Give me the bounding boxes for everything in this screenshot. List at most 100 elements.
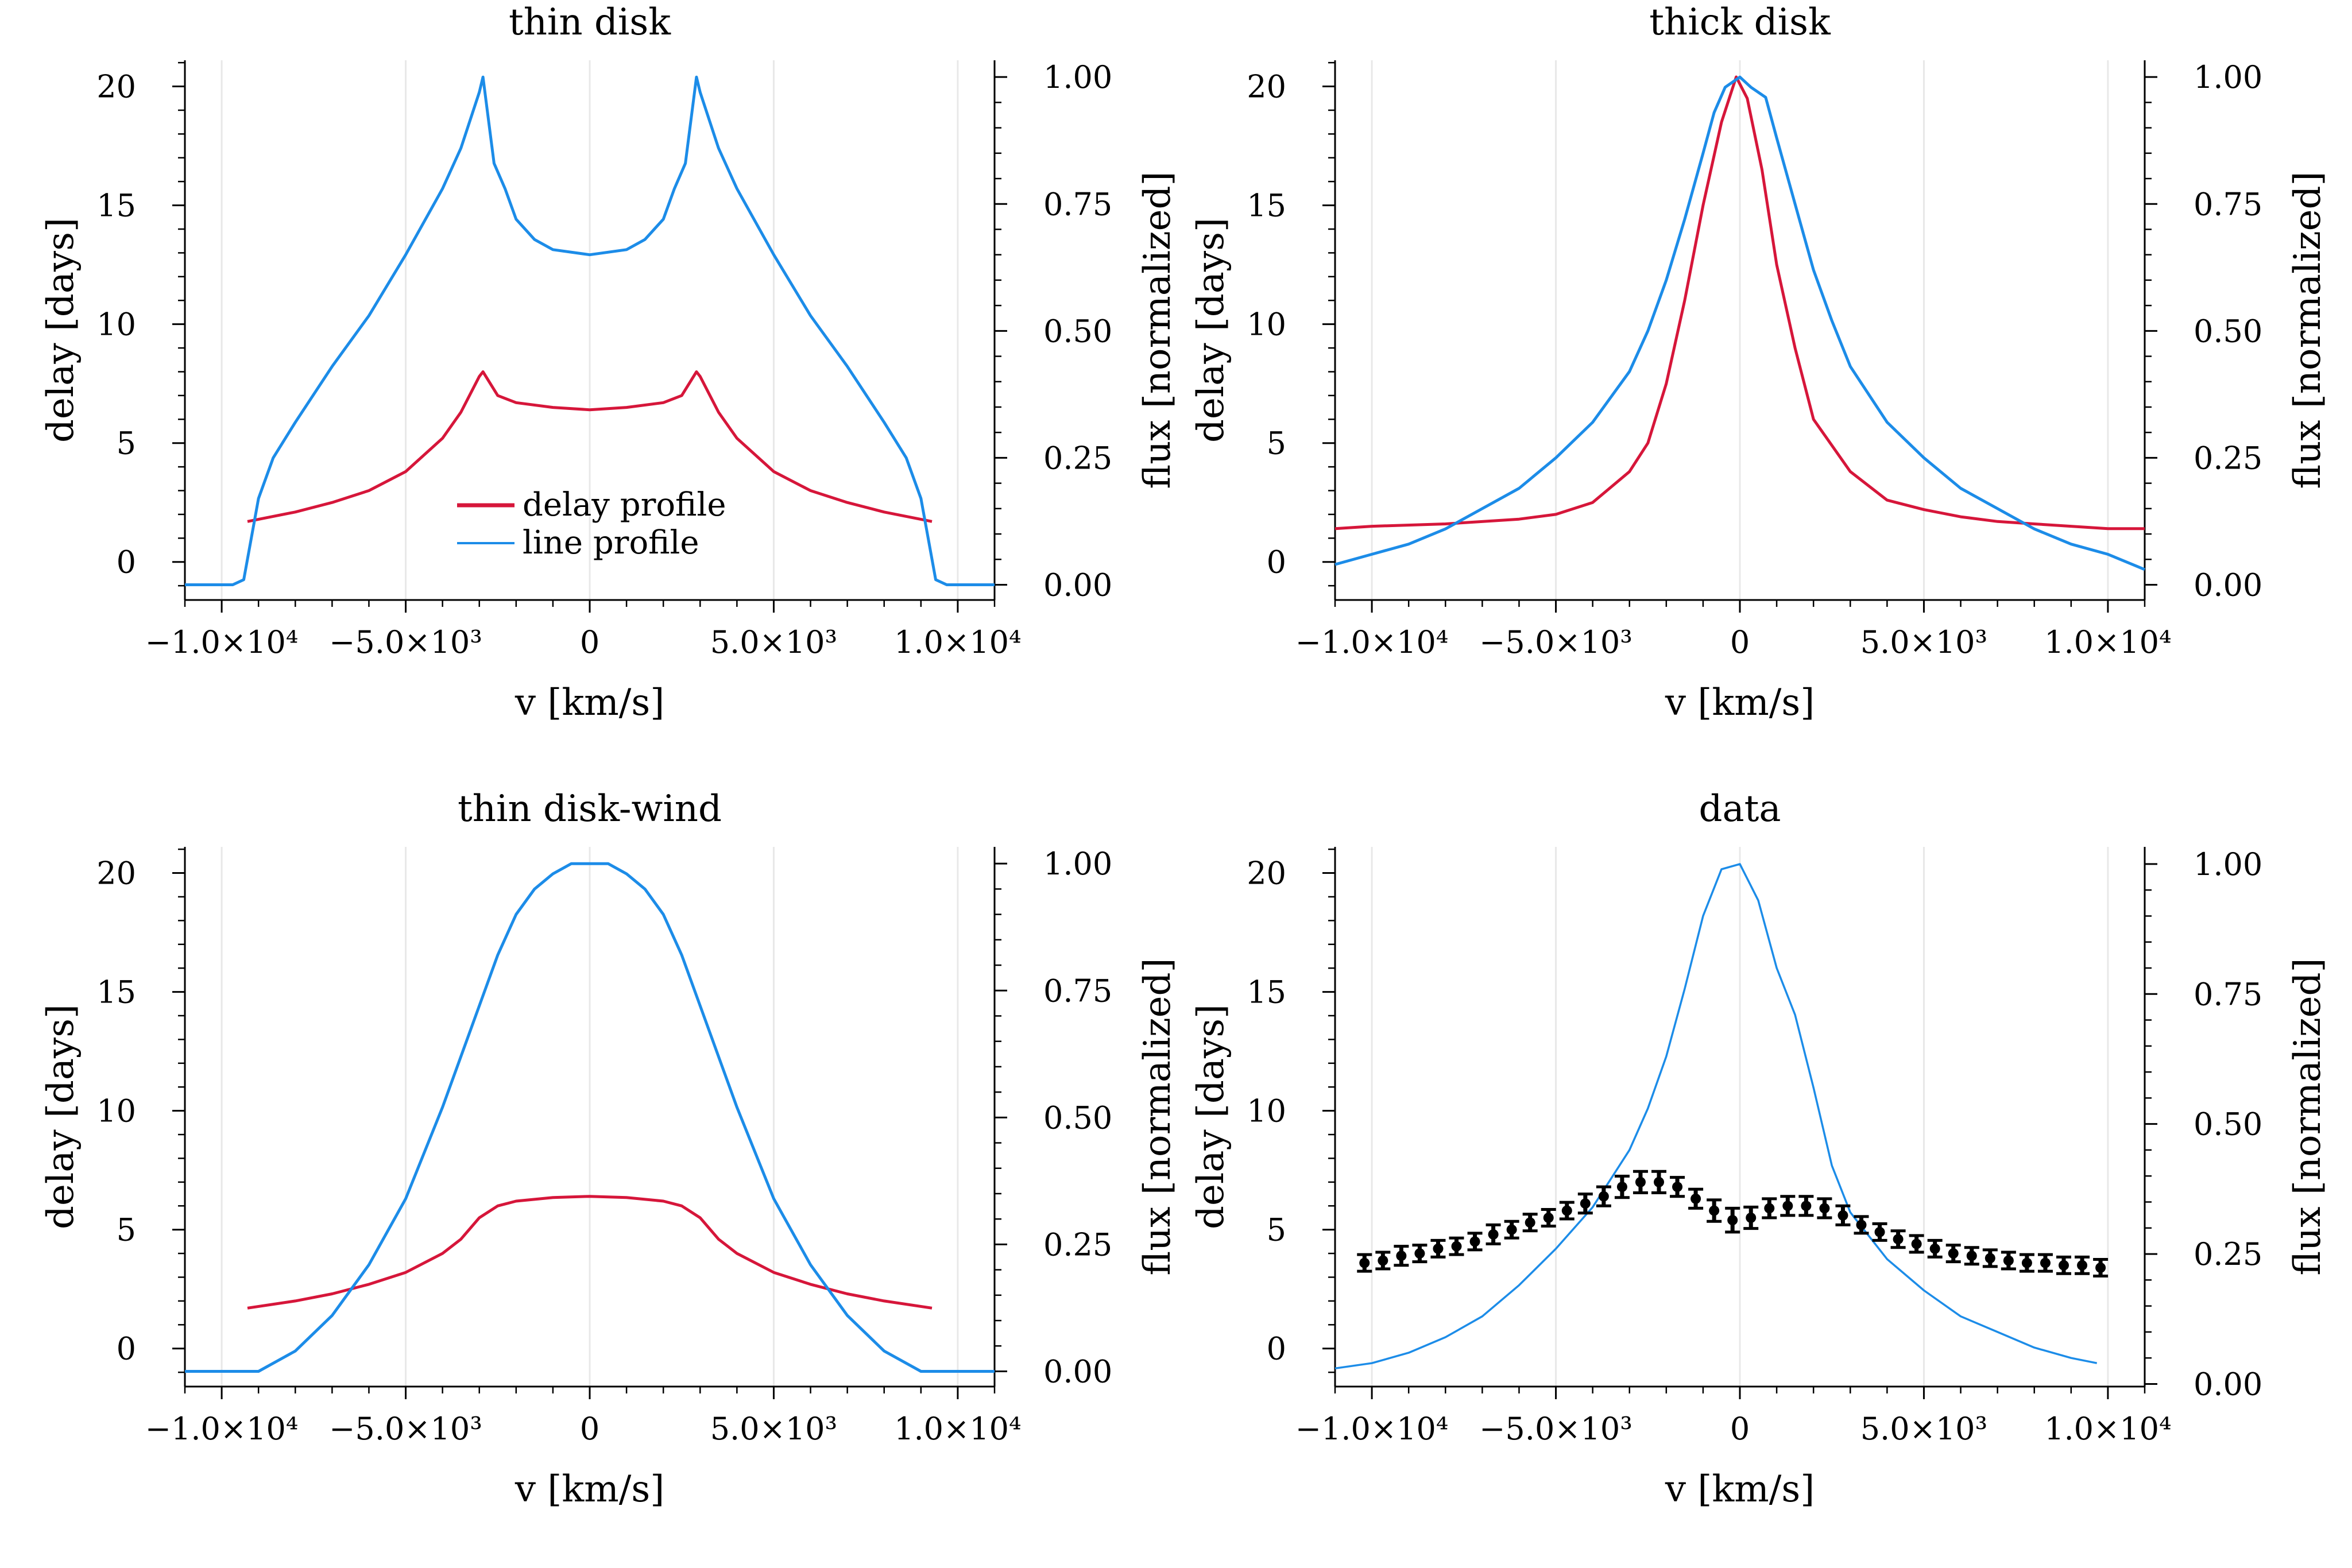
left-y-tick-label: 15 <box>96 974 136 1011</box>
right-y-axis-label: flux [normalized] <box>1136 958 1179 1276</box>
left-y-tick-label: 0 <box>117 1331 136 1367</box>
data-point <box>1984 1253 1995 1264</box>
data-point <box>1451 1241 1462 1252</box>
left-y-tick-label: 20 <box>96 855 136 892</box>
x-tick-label: 0 <box>1730 1411 1750 1447</box>
x-tick-label: −5.0×10³ <box>1479 1411 1633 1447</box>
left-y-tick-label: 15 <box>96 188 136 224</box>
panel-2: −1.0×10⁴ −5.0×10³ 0 5.0×10³ 1.0×10⁴ 0 5 10 15 20 0… <box>1190 1 2329 724</box>
data-point <box>1654 1176 1664 1187</box>
right-y-tick-label: 0.25 <box>1043 1226 1112 1263</box>
left-y-tick-label: 15 <box>1247 188 1286 224</box>
data-point <box>2040 1257 2051 1268</box>
left-y-tick-label: 5 <box>117 1212 136 1248</box>
x-tick-label: −1.0×10⁴ <box>145 1411 299 1447</box>
data-point <box>1819 1203 1830 1214</box>
data-point <box>1506 1224 1517 1235</box>
right-y-tick-label: 0.25 <box>2194 1236 2262 1272</box>
data-point <box>1874 1226 1885 1237</box>
left-y-tick-label: 0 <box>1267 544 1286 580</box>
right-y-tick-label: 0.50 <box>2194 313 2262 349</box>
line-profile-line <box>1334 863 2098 1370</box>
data-point <box>1764 1203 1775 1214</box>
data-point <box>1359 1257 1370 1268</box>
left-y-tick-label: 0 <box>1267 1331 1286 1367</box>
left-y-tick-label: 5 <box>1267 1212 1286 1248</box>
x-axis-label: v [km/s] <box>514 1468 664 1511</box>
right-y-tick-label: 1.00 <box>1043 59 1112 95</box>
left-y-tick-label: 20 <box>1247 855 1286 892</box>
data-point <box>1598 1191 1609 1202</box>
data-point <box>1561 1205 1572 1216</box>
right-y-tick-label: 0.75 <box>1043 186 1112 222</box>
x-tick-label: 5.0×10³ <box>710 1411 837 1447</box>
panel-title: thick disk <box>1649 1 1831 44</box>
x-tick-label: −5.0×10³ <box>329 1411 482 1447</box>
left-y-tick-label: 10 <box>96 1093 136 1129</box>
data-point <box>1709 1205 1720 1216</box>
data-point <box>1948 1248 1959 1259</box>
data-point <box>1782 1201 1793 1211</box>
right-y-tick-label: 0.25 <box>2194 440 2262 476</box>
left-y-axis-label: delay [days] <box>40 218 82 443</box>
line-profile-line <box>1334 75 2145 571</box>
left-y-tick-label: 15 <box>1247 974 1286 1011</box>
right-y-tick-label: 0.50 <box>1043 313 1112 349</box>
right-y-tick-label: 1.00 <box>1043 846 1112 882</box>
delay-data-points <box>1357 1170 2109 1277</box>
data-point <box>1690 1193 1701 1204</box>
right-y-axis-label: flux [normalized] <box>2287 958 2329 1276</box>
panel-3: −1.0×10⁴ −5.0×10³ 0 5.0×10³ 1.0×10⁴ 0 5 10 15 20 0… <box>40 788 1179 1511</box>
line-profile-line <box>185 862 995 1373</box>
x-tick-label: −1.0×10⁴ <box>1295 624 1449 660</box>
data-point <box>1396 1250 1407 1261</box>
data-point <box>1856 1219 1867 1230</box>
right-y-tick-label: 0.75 <box>2194 186 2262 222</box>
data-point <box>1580 1198 1591 1209</box>
x-tick-label: 0 <box>580 1411 599 1447</box>
data-point <box>1929 1243 1940 1254</box>
legend-delay-label: delay profile <box>523 486 726 524</box>
right-y-axis-label: flux [normalized] <box>2287 172 2329 489</box>
left-y-tick-label: 10 <box>96 307 136 343</box>
x-axis-label: v [km/s] <box>1665 1468 1815 1511</box>
x-tick-label: 1.0×10⁴ <box>2044 624 2171 660</box>
right-y-tick-label: 0.75 <box>1043 973 1112 1009</box>
right-y-tick-label: 0.25 <box>1043 440 1112 476</box>
data-point <box>2021 1257 2032 1268</box>
data-point <box>1746 1212 1757 1223</box>
data-point <box>1616 1182 1627 1193</box>
right-y-tick-label: 0.75 <box>2194 976 2262 1012</box>
legend-line-label: line profile <box>523 524 699 562</box>
data-point <box>1635 1176 1646 1187</box>
left-y-tick-label: 0 <box>117 544 136 580</box>
delay-profile-line <box>1334 75 2145 531</box>
x-tick-label: −5.0×10³ <box>1479 624 1633 660</box>
x-axis-label: v [km/s] <box>1665 682 1815 724</box>
x-tick-label: 1.0×10⁴ <box>894 624 1021 660</box>
right-y-tick-label: 1.00 <box>2194 59 2262 95</box>
x-tick-label: 1.0×10⁴ <box>2044 1411 2171 1447</box>
data-point <box>1672 1182 1683 1193</box>
left-y-tick-label: 10 <box>1247 1093 1286 1129</box>
right-y-tick-label: 0.00 <box>1043 567 1112 603</box>
left-y-axis-label: delay [days] <box>40 1004 82 1229</box>
delay-profile-line <box>247 370 933 523</box>
right-y-tick-label: 0.50 <box>2194 1106 2262 1143</box>
data-point <box>2077 1260 2088 1271</box>
x-tick-label: −1.0×10⁴ <box>145 624 299 660</box>
panel-title: thin disk-wind <box>458 788 722 830</box>
right-y-axis-label: flux [normalized] <box>1136 172 1179 489</box>
x-tick-label: 1.0×10⁴ <box>894 1411 1021 1447</box>
data-point <box>1378 1255 1388 1266</box>
left-y-tick-label: 5 <box>1267 425 1286 462</box>
right-y-tick-label: 0.00 <box>2194 567 2262 603</box>
x-tick-label: −1.0×10⁴ <box>1295 1411 1449 1447</box>
x-tick-label: 5.0×10³ <box>1860 624 1987 660</box>
right-y-tick-label: 0.00 <box>2194 1366 2262 1402</box>
data-point <box>1469 1236 1480 1247</box>
x-tick-label: 5.0×10³ <box>1860 1411 1987 1447</box>
data-point <box>1525 1217 1535 1228</box>
data-point <box>1727 1215 1738 1226</box>
data-point <box>2095 1262 2106 1273</box>
